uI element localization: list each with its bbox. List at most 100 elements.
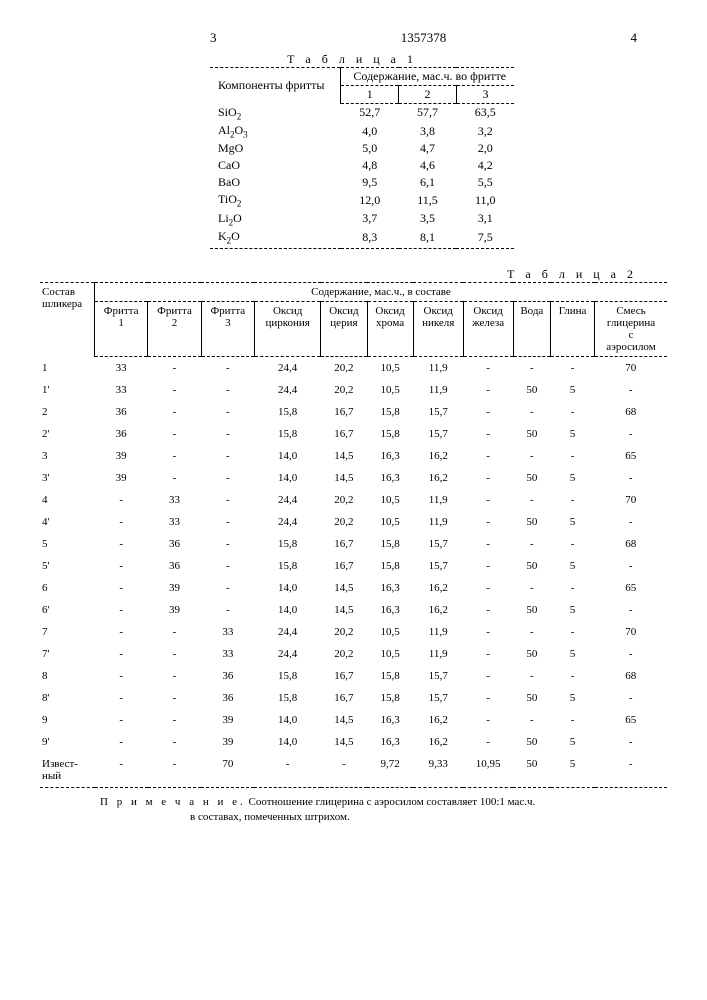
- table2-cell: -: [148, 357, 201, 380]
- table2-cell: 14,0: [254, 599, 320, 621]
- table2-cell: -: [201, 599, 254, 621]
- table2-cell: -: [95, 533, 148, 555]
- table2-cell: 50: [513, 731, 551, 753]
- table2-cell: 65: [595, 445, 668, 467]
- table2-cell: -: [595, 753, 668, 788]
- table2-cell: -: [463, 423, 513, 445]
- table2-cell: 16,3: [367, 599, 413, 621]
- table2-row-id: 1': [40, 379, 95, 401]
- table2-cell: 68: [595, 665, 668, 687]
- table2-cell: 39: [148, 577, 201, 599]
- table2-cell: 36: [148, 533, 201, 555]
- table1-row-name: TiO2: [210, 191, 341, 209]
- table2-cell: 50: [513, 467, 551, 489]
- table2-cell: -: [463, 555, 513, 577]
- table2-cell: 50: [513, 687, 551, 709]
- table2-row: 2'36--15,816,715,815,7-505-: [40, 423, 667, 445]
- table2-cell: 15,8: [367, 533, 413, 555]
- table1-row: BaO9,56,15,5: [210, 174, 514, 191]
- table2-cell: 16,7: [321, 555, 367, 577]
- table2-cell: -: [201, 489, 254, 511]
- table2-row: 339--14,014,516,316,2---65: [40, 445, 667, 467]
- table2-cell: -: [95, 709, 148, 731]
- table2-cell: -: [595, 687, 668, 709]
- table2-cell: -: [254, 753, 320, 788]
- table2-cell: -: [551, 665, 595, 687]
- table2-head-content: Содержание, мас.ч., в составе: [95, 283, 668, 302]
- footnote-line2: в составах, помеченных штрихом.: [190, 810, 667, 825]
- table2-cell: 15,8: [254, 401, 320, 423]
- table1-cell: 4,6: [399, 157, 457, 174]
- table2-cell: -: [95, 687, 148, 709]
- table2-cell: 16,7: [321, 401, 367, 423]
- table2-cell: 14,0: [254, 709, 320, 731]
- table1-cell: 3,1: [456, 210, 514, 228]
- table2-cell: 11,9: [413, 621, 463, 643]
- table2-cell: 11,9: [413, 643, 463, 665]
- table2-col-header: Оксиджелеза: [463, 302, 513, 357]
- table2-cell: 70: [201, 753, 254, 788]
- table1-row: K2O8,38,17,5: [210, 228, 514, 246]
- table2-cell: 15,8: [367, 555, 413, 577]
- table2-head-left: Состав шликера: [40, 283, 95, 357]
- table2-cell: 33: [201, 643, 254, 665]
- table1-cell: 8,3: [341, 228, 399, 246]
- table2-cell: 10,5: [367, 379, 413, 401]
- table2-cell: -: [463, 621, 513, 643]
- table2-cell: 15,7: [413, 687, 463, 709]
- table2-row: 133--24,420,210,511,9---70: [40, 357, 667, 380]
- table2-cell: 36: [201, 687, 254, 709]
- table1-cell: 57,7: [399, 104, 457, 122]
- table2-cell: -: [551, 445, 595, 467]
- table2-cell: 9,33: [413, 753, 463, 788]
- table2-row-id: 7': [40, 643, 95, 665]
- table2-cell: 16,3: [367, 731, 413, 753]
- table2-col-header: Оксидникеля: [413, 302, 463, 357]
- table2-cell: 15,8: [367, 665, 413, 687]
- table2-cell: -: [513, 665, 551, 687]
- table2-cell: -: [148, 379, 201, 401]
- table2-cell: -: [595, 555, 668, 577]
- table2-cell: 15,7: [413, 555, 463, 577]
- table2-cell: 33: [201, 621, 254, 643]
- table2-cell: 15,7: [413, 423, 463, 445]
- table2-cell: 70: [595, 489, 668, 511]
- table2-col-header: Глина: [551, 302, 595, 357]
- page-left-num: 3: [210, 30, 217, 46]
- footnote-lead: П р и м е ч а н и е.: [100, 796, 246, 808]
- table2-row: 4-33-24,420,210,511,9---70: [40, 489, 667, 511]
- table2-row-id: 8: [40, 665, 95, 687]
- table2-cell: 16,3: [367, 577, 413, 599]
- table2-cell: 50: [513, 379, 551, 401]
- table2-row-id: 8': [40, 687, 95, 709]
- table2-cell: 24,4: [254, 621, 320, 643]
- table2-row-id: 4': [40, 511, 95, 533]
- table1-row: Li2O3,73,53,1: [210, 210, 514, 228]
- table2-cell: -: [463, 709, 513, 731]
- table2-row: 9--3914,014,516,316,2---65: [40, 709, 667, 731]
- table2-cell: -: [148, 665, 201, 687]
- table2-cell: 70: [595, 621, 668, 643]
- table2-cell: -: [551, 401, 595, 423]
- table2-cell: -: [201, 511, 254, 533]
- table2-cell: 15,8: [254, 555, 320, 577]
- table2-row-id: 9': [40, 731, 95, 753]
- table2-cell: 14,5: [321, 599, 367, 621]
- table2-cell: -: [513, 445, 551, 467]
- table1-row-name: SiO2: [210, 104, 341, 122]
- table2-col-header: Фритта3: [201, 302, 254, 357]
- table1-cell: 4,2: [456, 157, 514, 174]
- table1-row-name: CaO: [210, 157, 341, 174]
- table2-cell: 16,3: [367, 709, 413, 731]
- table2-cell: -: [95, 731, 148, 753]
- table2-cell: 15,8: [254, 687, 320, 709]
- table2-cell: -: [595, 467, 668, 489]
- table2-cell: -: [463, 489, 513, 511]
- table2-cell: 15,8: [254, 665, 320, 687]
- table1-cell: 9,5: [341, 174, 399, 191]
- table2-cell: 33: [95, 379, 148, 401]
- table2-cell: 14,5: [321, 445, 367, 467]
- table2-cell: 14,0: [254, 577, 320, 599]
- table2-row: 5-36-15,816,715,815,7---68: [40, 533, 667, 555]
- table2-cell: -: [513, 621, 551, 643]
